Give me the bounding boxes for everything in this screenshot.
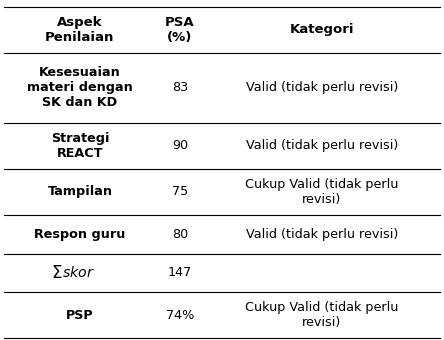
Text: Cukup Valid (tidak perlu
revisi): Cukup Valid (tidak perlu revisi) — [245, 178, 399, 206]
Text: PSA
(%): PSA (%) — [165, 16, 194, 44]
Text: $\Sigma$: $\Sigma$ — [51, 264, 62, 282]
Text: Kategori: Kategori — [289, 23, 354, 36]
Text: Cukup Valid (tidak perlu
revisi): Cukup Valid (tidak perlu revisi) — [245, 301, 399, 329]
Text: PSP: PSP — [66, 309, 94, 322]
Text: Kesesuaian
materi dengan
SK dan KD: Kesesuaian materi dengan SK dan KD — [27, 66, 133, 109]
Text: Tampilan: Tampilan — [48, 185, 112, 199]
Text: 75: 75 — [172, 185, 188, 199]
Text: 80: 80 — [172, 228, 188, 241]
Text: Valid (tidak perlu revisi): Valid (tidak perlu revisi) — [246, 139, 398, 152]
Text: Valid (tidak perlu revisi): Valid (tidak perlu revisi) — [246, 228, 398, 241]
Text: Respon guru: Respon guru — [34, 228, 126, 241]
Text: 74%: 74% — [166, 309, 194, 322]
Text: 83: 83 — [172, 81, 188, 95]
Text: Valid (tidak perlu revisi): Valid (tidak perlu revisi) — [246, 81, 398, 95]
Text: 147: 147 — [168, 267, 192, 279]
Text: Strategi
REACT: Strategi REACT — [51, 132, 109, 160]
Text: Aspek
Penilaian: Aspek Penilaian — [45, 16, 115, 44]
Text: 90: 90 — [172, 139, 188, 152]
Text: $\mathit{skor}$: $\mathit{skor}$ — [62, 266, 95, 280]
